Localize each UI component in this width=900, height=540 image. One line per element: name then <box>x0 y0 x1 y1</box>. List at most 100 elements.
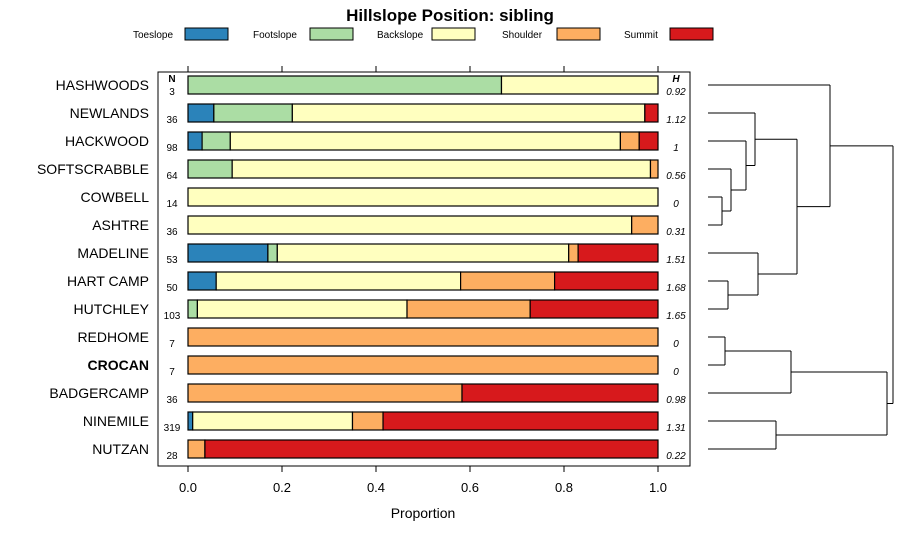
bar-segment-footslope <box>187 159 233 179</box>
bar-segment-backslope <box>187 187 659 207</box>
bar-segment-shoulder <box>187 439 206 459</box>
bar-segment-summit <box>577 243 659 263</box>
legend-label-shoulder: Shoulder <box>502 30 543 41</box>
h-value: 1.65 <box>666 311 686 322</box>
row-label-hart-camp: HART CAMP <box>67 273 149 289</box>
n-value: 53 <box>166 255 178 266</box>
n-value: 7 <box>169 339 175 350</box>
row-label-softscrabble: SOFTSCRABBLE <box>37 161 149 177</box>
h-value: 0.98 <box>666 395 686 406</box>
bar-segment-backslope <box>291 103 646 123</box>
row-label-madeline: MADELINE <box>77 245 149 261</box>
bar-segment-summit <box>638 131 659 151</box>
bar-segment-footslope <box>187 299 198 319</box>
bar-segment-backslope <box>192 411 354 431</box>
x-tick-label: 0.6 <box>461 480 479 495</box>
x-axis-title: Proportion <box>391 505 456 521</box>
legend-swatch-summit <box>669 27 714 41</box>
n-value: 64 <box>166 171 178 182</box>
x-tick-label: 0.2 <box>273 480 291 495</box>
legend: Toeslope Footslope Backslope Shoulder Summit <box>133 27 714 41</box>
row-label-hackwood: HACKWOOD <box>65 133 149 149</box>
h-column-header: H <box>672 74 680 85</box>
legend-label-footslope: Footslope <box>253 30 297 41</box>
bar-segment-summit <box>644 103 659 123</box>
row-label-hashwoods: HASHWOODS <box>56 77 149 93</box>
bar-segment-shoulder <box>568 243 579 263</box>
row-label-crocan: CROCAN <box>88 357 149 373</box>
bar-segment-toeslope <box>187 411 194 431</box>
x-tick-label: 0.8 <box>555 480 573 495</box>
bar-segment-backslope <box>196 299 408 319</box>
h-value: 1 <box>673 143 679 154</box>
bar-segment-shoulder <box>187 383 463 403</box>
n-value: 7 <box>169 367 175 378</box>
bar-segment-backslope <box>231 159 652 179</box>
bar-segment-footslope <box>213 103 293 123</box>
bar-segment-shoulder <box>460 271 556 291</box>
h-value: 0 <box>673 339 679 350</box>
legend-label-toeslope: Toeslope <box>133 30 173 41</box>
legend-swatch-footslope <box>309 27 354 41</box>
legend-swatch-backslope <box>431 27 476 41</box>
legend-swatch-shoulder <box>556 27 601 41</box>
h-value: 0 <box>673 199 679 210</box>
bar-segment-backslope <box>500 75 659 95</box>
legend-swatch-toeslope <box>184 27 229 41</box>
n-value: 50 <box>166 283 178 294</box>
bar-segment-shoulder <box>187 355 659 375</box>
h-value: 0.31 <box>666 227 685 238</box>
n-value: 36 <box>166 227 178 238</box>
row-label-newlands: NEWLANDS <box>70 105 149 121</box>
legend-label-backslope: Backslope <box>377 30 424 41</box>
bar-segment-footslope <box>201 131 231 151</box>
bar-segment-shoulder <box>649 159 659 179</box>
row-label-ashtre: ASHTRE <box>92 217 149 233</box>
n-value: 98 <box>166 143 178 154</box>
bar-segment-backslope <box>229 131 622 151</box>
n-value: 14 <box>166 199 178 210</box>
bar-segment-summit <box>553 271 659 291</box>
bar-segment-toeslope <box>187 103 215 123</box>
bar-segment-summit <box>461 383 659 403</box>
bar-segment-shoulder <box>406 299 531 319</box>
h-value: 1.12 <box>666 115 686 126</box>
x-tick-label: 1.0 <box>649 480 667 495</box>
row-label-cowbell: COWBELL <box>81 189 150 205</box>
h-value: 0.92 <box>666 87 686 98</box>
h-value: 0 <box>673 367 679 378</box>
n-value: 28 <box>166 451 178 462</box>
x-tick-label: 0.4 <box>367 480 385 495</box>
bar-segment-footslope <box>187 75 503 95</box>
x-tick-label: 0.0 <box>179 480 197 495</box>
dendrogram <box>708 84 894 450</box>
row-label-badgercamp: BADGERCAMP <box>49 385 149 401</box>
n-value: 3 <box>169 87 175 98</box>
bar-segment-toeslope <box>187 271 217 291</box>
plot-panel: 0.0 0.2 0.4 0.6 0.8 1.0 N H HASHWOODS 3 0.92 NEWLAN… <box>37 66 691 495</box>
panel-border <box>157 71 691 467</box>
h-value: 0.22 <box>666 451 686 462</box>
bar-segment-footslope <box>267 243 278 263</box>
n-value: 36 <box>166 115 178 126</box>
h-value: 0.56 <box>666 171 686 182</box>
bar-segment-summit <box>382 411 659 431</box>
bar-segment-shoulder <box>187 327 659 347</box>
h-value: 1.51 <box>666 255 685 266</box>
chart-title: Hillslope Position: sibling <box>346 6 554 25</box>
bar-segment-toeslope <box>187 243 269 263</box>
h-value: 1.68 <box>666 283 686 294</box>
bar-segment-shoulder <box>619 131 640 151</box>
legend-label-summit: Summit <box>624 30 658 41</box>
bar-segment-summit <box>204 439 659 459</box>
bar-segment-shoulder <box>631 215 659 235</box>
h-value: 1.31 <box>666 423 685 434</box>
bar-segment-shoulder <box>351 411 384 431</box>
n-value: 36 <box>166 395 178 406</box>
row-label-redhome: REDHOME <box>77 329 149 345</box>
n-value: 319 <box>164 423 181 434</box>
bar-segment-backslope <box>276 243 570 263</box>
n-column-header: N <box>168 74 175 85</box>
bar-segment-summit <box>529 299 659 319</box>
